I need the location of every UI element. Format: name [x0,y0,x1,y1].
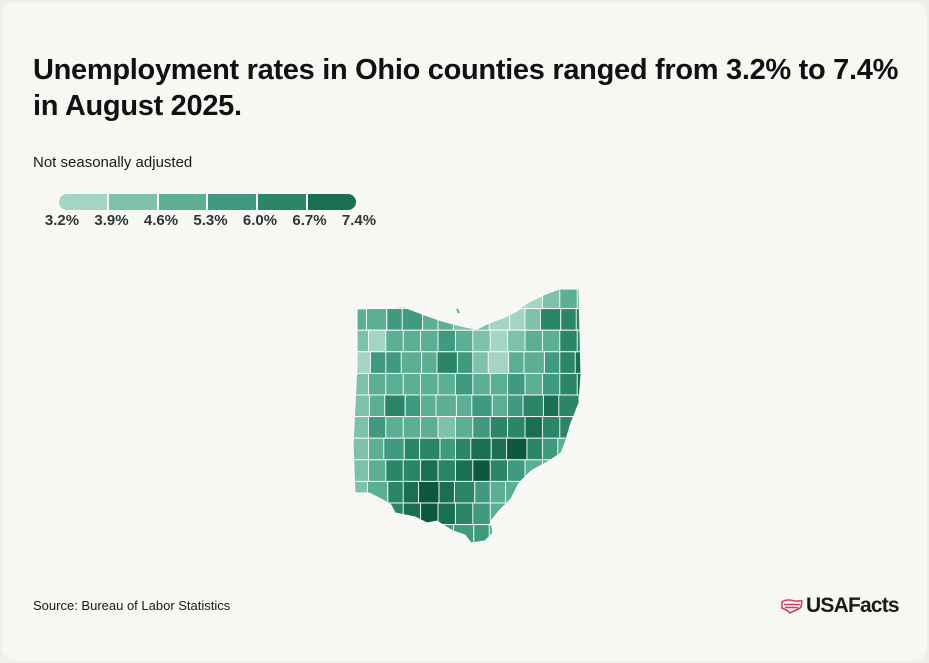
county-region [561,480,581,504]
legend-swatch [208,194,257,210]
county-region [436,351,458,374]
county-region [558,394,580,418]
color-legend [59,194,356,210]
county-region [576,502,581,526]
legend-swatch [258,194,307,210]
county-region [506,437,528,461]
county-region [418,480,440,504]
county-region [422,524,444,543]
county-region [507,502,529,526]
county-region [489,289,512,310]
county-region [353,524,372,543]
legend-swatch [59,194,107,210]
lake-erie-island [456,308,460,314]
brand-name: USAFacts [806,594,900,617]
ohio-county-map [352,288,582,544]
ohio-outline [352,288,582,544]
county-region [557,437,579,461]
county-region [539,308,562,331]
county-region [524,502,546,526]
county-region [576,372,581,396]
county-region [560,524,581,543]
county-region [353,394,370,418]
legend-swatch [158,194,207,210]
county-region [539,524,562,543]
county-region [523,351,545,374]
county-region [367,502,390,526]
county-region [401,308,424,331]
us-flag-map-icon [781,599,803,614]
county-region [505,480,527,504]
county-region [353,289,372,310]
county-region [575,308,581,331]
county-region [437,289,459,310]
source-note: Source: Bureau of Labor Statistics [33,598,231,613]
county-region [540,480,563,504]
county-region [524,524,546,543]
county-region [386,524,408,543]
legend-swatch [308,194,356,210]
county-region [559,459,581,482]
county-region [384,394,406,418]
legend-tick-label: 7.4% [341,212,377,229]
county-region [576,459,581,482]
county-region [487,351,510,374]
county-region [577,437,581,461]
county-region [472,289,494,310]
chart-title: Unemployment rates in Ohio counties rang… [33,54,899,122]
county-region [576,329,581,353]
county-region [454,289,477,310]
chart-subtitle: Not seasonally adjusted [33,154,193,171]
legend-tick-label: 5.3% [193,212,228,229]
usafacts-logo: USAFacts [781,594,900,618]
county-region [509,524,531,543]
county-region [576,480,581,504]
county-region [575,524,581,543]
county-region [419,437,441,461]
county-region [365,524,388,543]
county-region [541,502,564,526]
county-region [453,480,476,504]
county-region [574,351,581,374]
county-region [525,480,547,504]
legend-tick-label: 3.9% [94,212,129,229]
county-region [420,289,442,310]
county-region [367,289,390,310]
county-region [559,502,581,526]
county-region [471,394,493,418]
county-region [353,351,371,374]
county-region [522,394,544,418]
legend-tick-label: 6.7% [292,212,327,229]
county-region [366,480,389,504]
legend-tick-label: 3.2% [44,212,80,229]
legend-swatch [108,194,157,210]
county-region [353,502,372,526]
county-region [365,308,388,331]
legend-tick-label: 4.6% [143,212,179,229]
county-region [402,289,425,310]
county-region [489,502,512,526]
county-region [576,416,581,439]
county-region [401,524,424,543]
legend-tick-label: 6.0% [242,212,278,229]
county-region [383,437,405,461]
county-region [578,394,581,418]
county-region [400,351,423,374]
county-region [470,437,492,461]
county-region [385,289,407,310]
county-region [435,394,457,418]
